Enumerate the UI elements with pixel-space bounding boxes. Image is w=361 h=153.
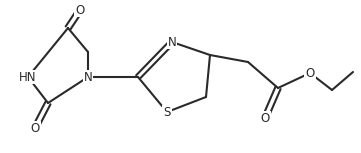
- Text: N: N: [168, 35, 177, 49]
- Text: O: O: [305, 67, 315, 80]
- Text: N: N: [84, 71, 92, 84]
- Text: HN: HN: [19, 71, 37, 84]
- Text: O: O: [75, 4, 84, 17]
- Text: S: S: [163, 106, 171, 119]
- Text: O: O: [260, 112, 270, 125]
- Text: O: O: [30, 121, 40, 134]
